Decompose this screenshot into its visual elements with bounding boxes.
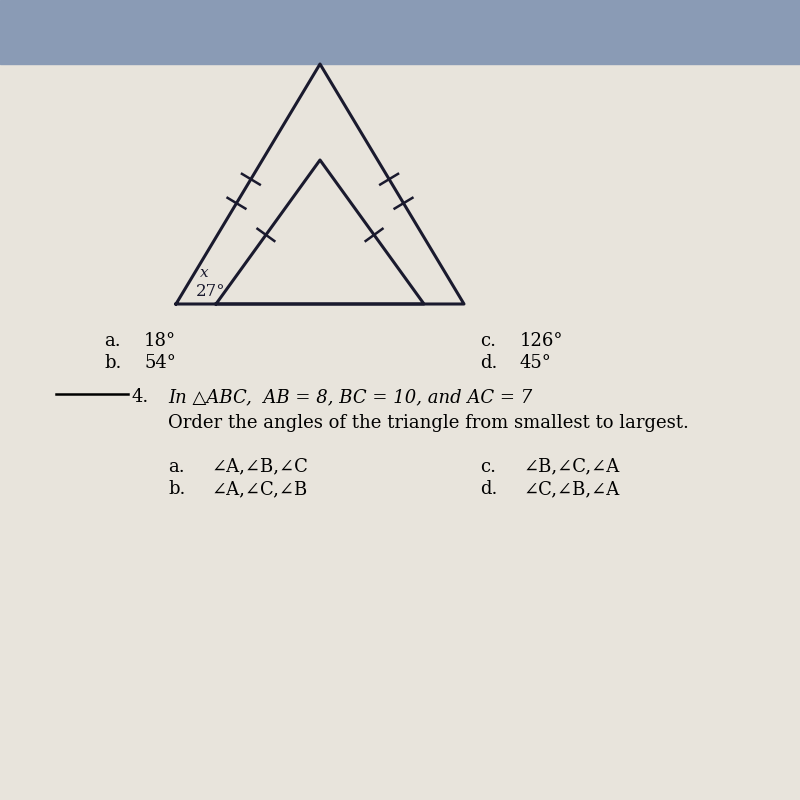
Text: In △ABC,  AB = 8, BC = 10, and AC = 7: In △ABC, AB = 8, BC = 10, and AC = 7 bbox=[168, 388, 532, 406]
Text: 54°: 54° bbox=[144, 354, 176, 371]
Text: b.: b. bbox=[104, 354, 122, 371]
Text: a.: a. bbox=[104, 332, 121, 350]
Text: 18°: 18° bbox=[144, 332, 176, 350]
Text: b.: b. bbox=[168, 480, 186, 498]
Text: Order the angles of the triangle from smallest to largest.: Order the angles of the triangle from sm… bbox=[168, 414, 689, 432]
Text: d.: d. bbox=[480, 354, 498, 371]
Text: 126°: 126° bbox=[520, 332, 563, 350]
Text: 45°: 45° bbox=[520, 354, 552, 371]
Text: ∠C,∠B,∠A: ∠C,∠B,∠A bbox=[524, 480, 620, 498]
Text: c.: c. bbox=[480, 458, 496, 475]
Text: 27°: 27° bbox=[196, 283, 226, 300]
Text: a.: a. bbox=[168, 458, 185, 475]
Text: ∠A,∠B,∠C: ∠A,∠B,∠C bbox=[212, 458, 309, 475]
Bar bbox=[0, 0, 800, 64]
Text: x: x bbox=[200, 266, 208, 280]
Text: d.: d. bbox=[480, 480, 498, 498]
Text: ∠A,∠C,∠B: ∠A,∠C,∠B bbox=[212, 480, 308, 498]
Text: 4.: 4. bbox=[132, 388, 150, 406]
Text: c.: c. bbox=[480, 332, 496, 350]
Text: ∠B,∠C,∠A: ∠B,∠C,∠A bbox=[524, 458, 620, 475]
